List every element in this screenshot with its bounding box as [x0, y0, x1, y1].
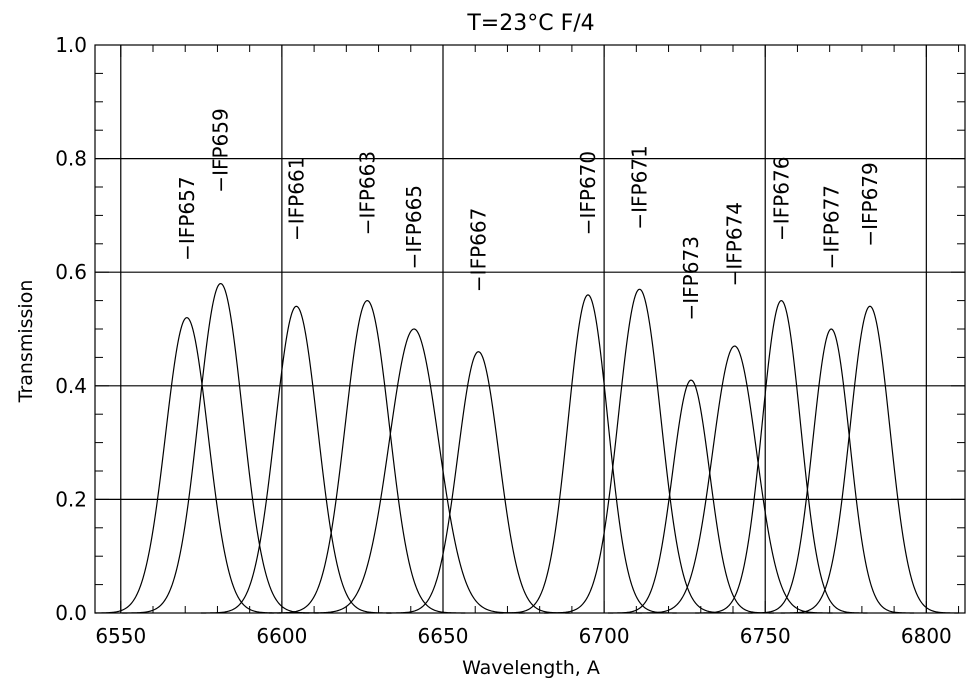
y-tick-label-4: 0.8 — [55, 147, 87, 171]
label-IFP663: −IFP663 — [355, 151, 379, 235]
label-IFP657: −IFP657 — [175, 176, 199, 260]
curve-IFP674 — [636, 345, 833, 614]
label-IFP667: −IFP667 — [466, 208, 490, 292]
curve-IFP661 — [200, 305, 392, 614]
label-IFP670: −IFP670 — [576, 151, 600, 235]
curve-IFP663 — [268, 300, 466, 614]
plot-frame — [94, 44, 966, 614]
label-IFP665: −IFP665 — [402, 185, 426, 269]
label-IFP673: −IFP673 — [679, 236, 703, 320]
y-axis-title: Transmission — [15, 280, 37, 404]
y-tick-label-0: 0.0 — [55, 601, 87, 625]
curve-IFP659 — [122, 282, 319, 614]
curve-IFP667 — [386, 351, 571, 614]
x-tick-label-6550: 6550 — [95, 624, 146, 648]
curve-IFP677 — [748, 328, 915, 614]
curve-IFP676 — [695, 299, 868, 614]
label-IFP674: −IFP674 — [723, 202, 747, 286]
y-tick-label-5: 1.0 — [55, 33, 87, 57]
peak-labels-layer: −IFP657 −IFP659 −IFP661 −IFP663 −IFP665 −IFP6… — [175, 108, 882, 320]
curve-IFP657 — [95, 317, 282, 614]
x-tick-label-6650: 6650 — [418, 624, 469, 648]
ticks-layer: 6550 6600 6650 6700 6750 6800 0.0 0.2 0.4 0.6 0.8 1… — [55, 33, 965, 648]
x-tick-label-6800: 6800 — [901, 624, 952, 648]
chart-title: T=23°C F/4 — [466, 11, 594, 36]
label-IFP679: −IFP679 — [858, 162, 882, 246]
y-tick-label-1: 0.2 — [55, 487, 87, 511]
x-tick-label-6750: 6750 — [740, 624, 791, 648]
x-tick-label-6700: 6700 — [579, 624, 630, 648]
x-axis-title: Wavelength, A — [462, 657, 600, 679]
label-IFP659: −IFP659 — [209, 108, 233, 192]
curves-layer — [95, 282, 959, 614]
y-tick-label-3: 0.6 — [55, 260, 87, 284]
label-IFP676: −IFP676 — [769, 157, 793, 241]
y-tick-label-2: 0.4 — [55, 374, 87, 398]
label-IFP677: −IFP677 — [819, 185, 843, 269]
curve-IFP679 — [780, 305, 959, 614]
label-IFP671: −IFP671 — [628, 145, 652, 229]
curve-IFP670 — [498, 294, 677, 614]
x-tick-label-6600: 6600 — [256, 624, 307, 648]
label-IFP661: −IFP661 — [284, 157, 308, 241]
curve-IFP673 — [607, 379, 774, 614]
curve-IFP671 — [544, 288, 735, 614]
grid-layer — [95, 45, 965, 613]
curve-IFP665 — [303, 328, 525, 614]
